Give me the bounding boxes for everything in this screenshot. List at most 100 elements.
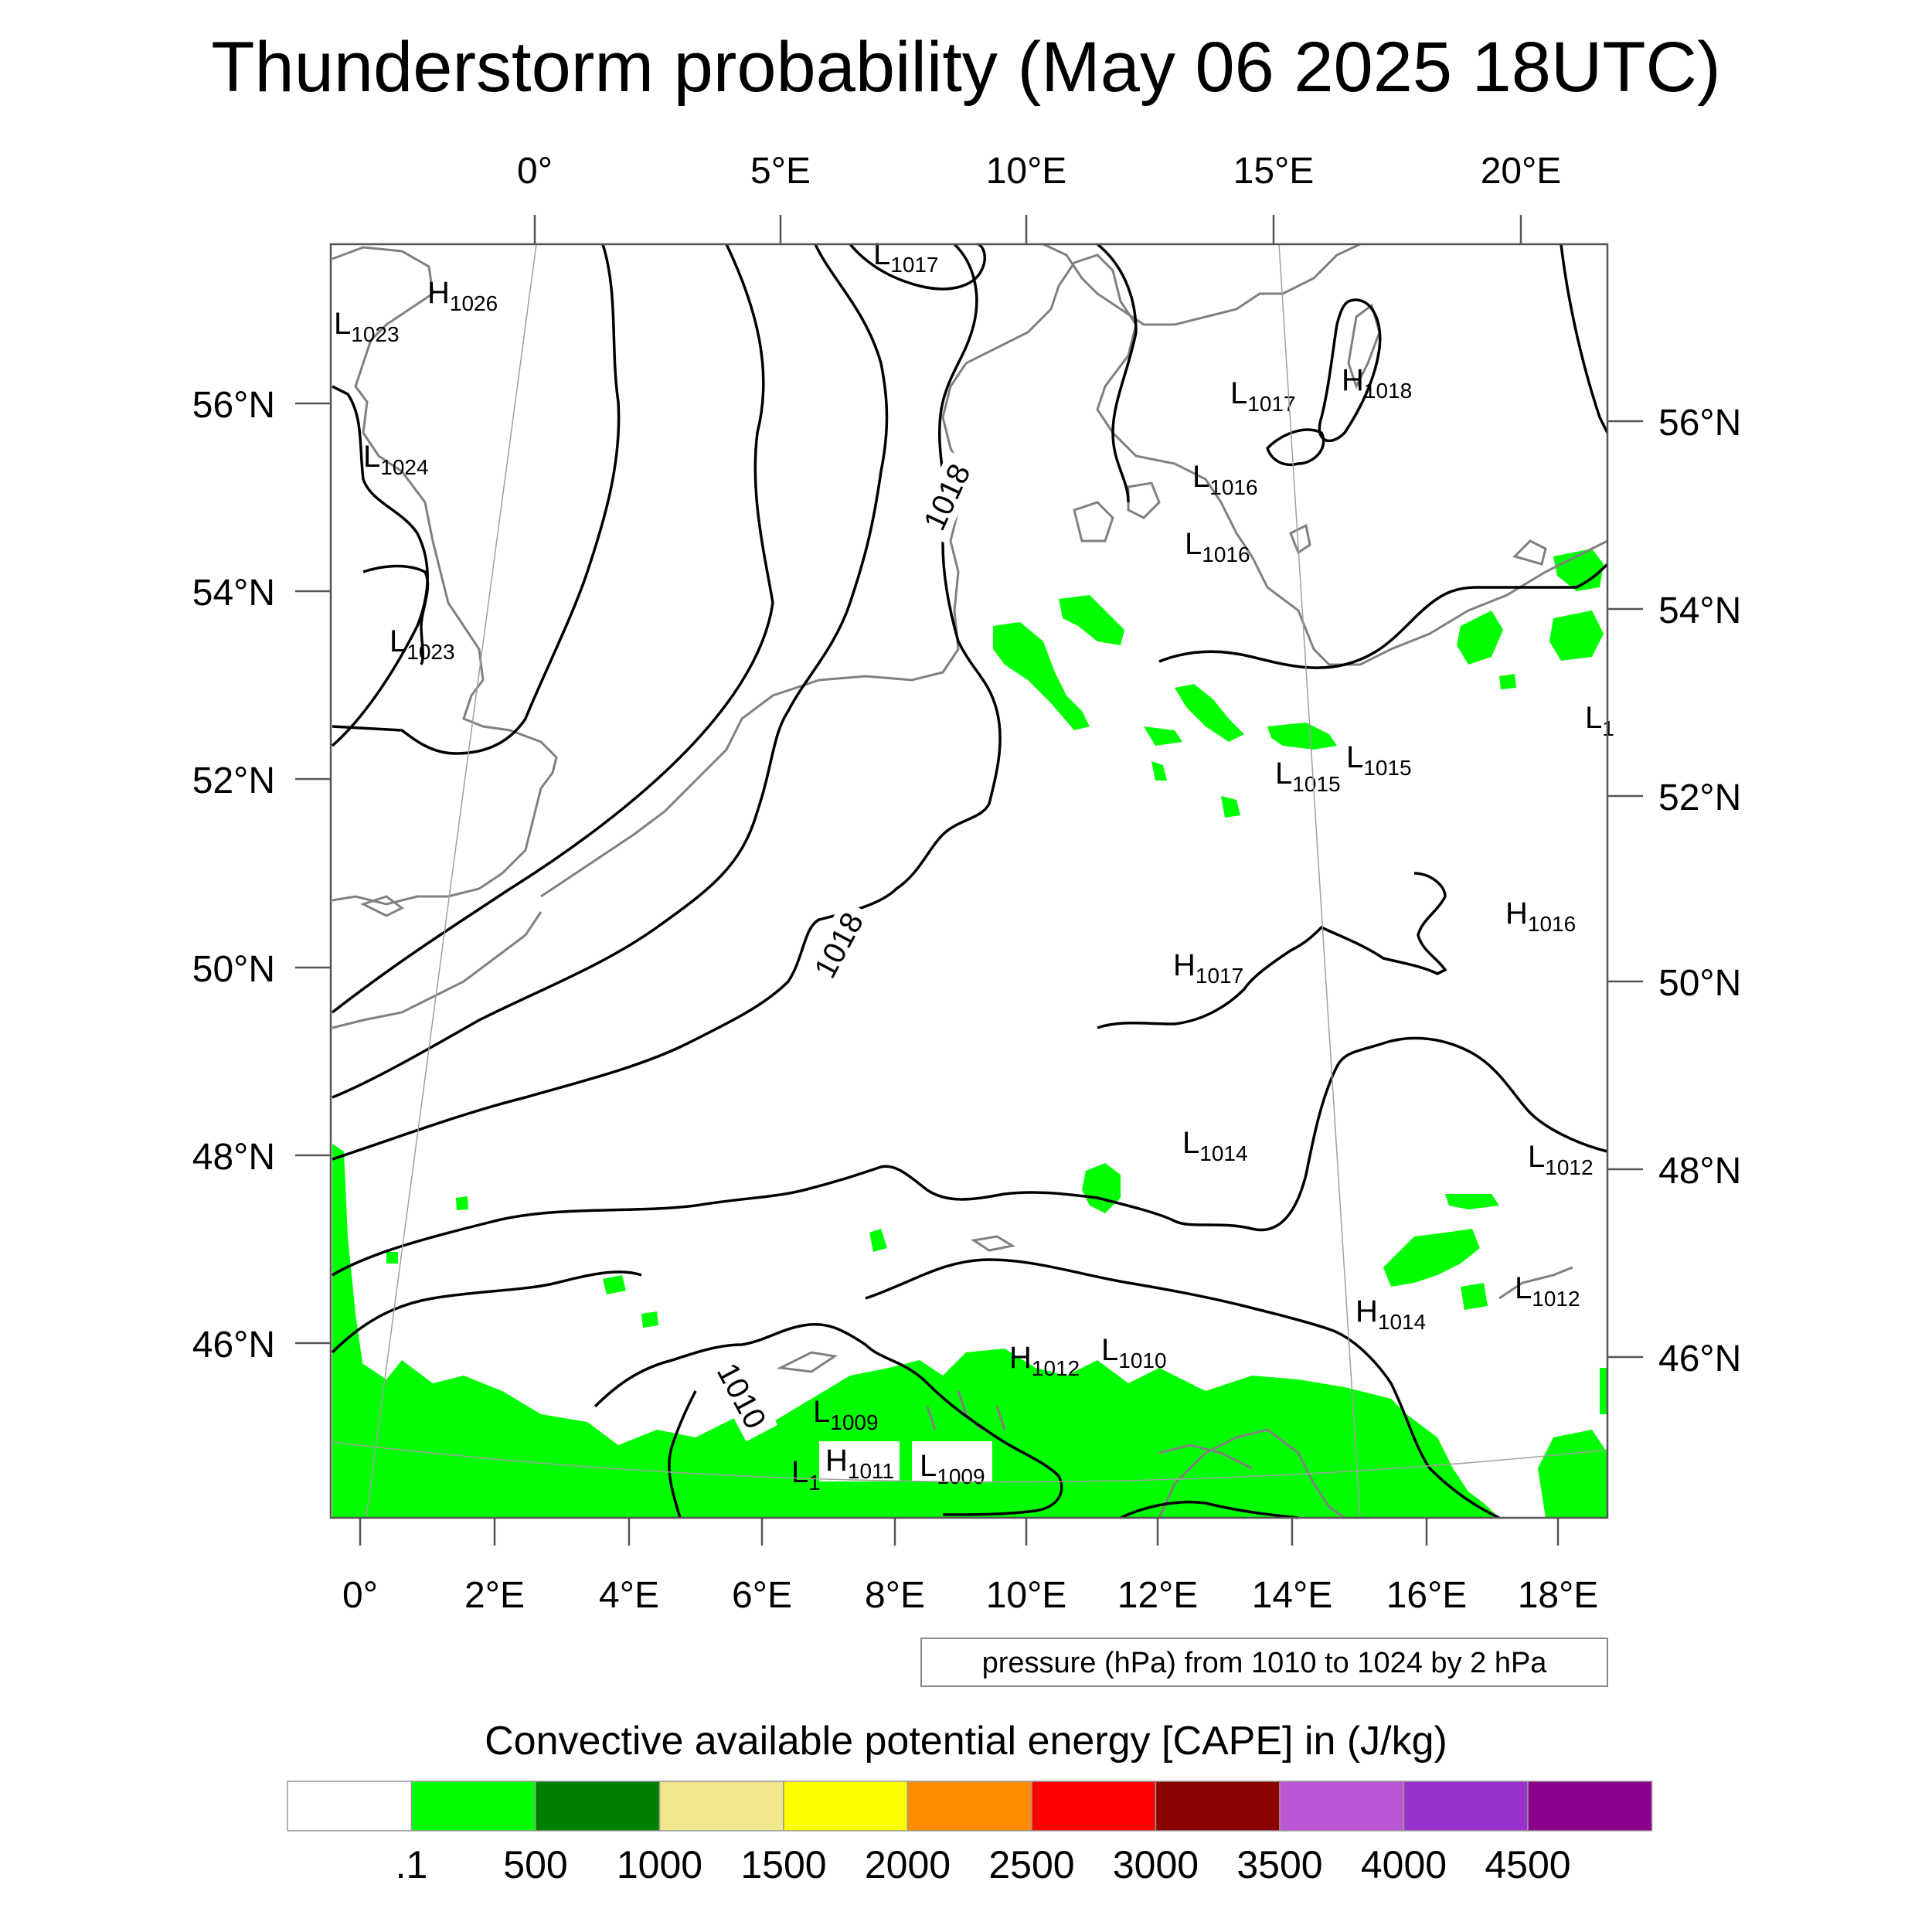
cape-area-baltic-1 xyxy=(1553,549,1604,591)
lat-tick-label: 48°N xyxy=(1658,1151,1741,1192)
pressure-center-label: L1024 xyxy=(363,440,429,479)
cape-area-denmark-south xyxy=(1059,595,1124,645)
colorbar-label: 4500 xyxy=(1485,1843,1570,1886)
colorbar-title: Convective available potential energy [C… xyxy=(485,1719,1447,1764)
isobar-alps-west-tail xyxy=(668,1390,697,1519)
isobar-alps-inner xyxy=(594,1323,1063,1516)
map-area: L1017 H1026 L1023 L1024 L1023 L1017 H101… xyxy=(329,237,1614,1519)
cape-area-west-coast xyxy=(332,1144,363,1376)
cape-area-south xyxy=(332,1349,1499,1518)
info-box: pressure (hPa) from 1010 to 1024 by 2 hP… xyxy=(920,1638,1608,1687)
isobar-west-south xyxy=(331,385,429,747)
isobar-south-alps xyxy=(331,1270,642,1354)
colorbar-label: .1 xyxy=(396,1843,428,1886)
cape-area-north-germany xyxy=(993,622,1090,730)
cape-area-poland-5 xyxy=(1221,796,1240,818)
coastline-sweden xyxy=(1043,243,1361,326)
coastline-oland xyxy=(1289,523,1311,555)
pressure-center-label: H1012 xyxy=(1009,1341,1080,1380)
lat-tick-label: 50°N xyxy=(1658,963,1741,1004)
cape-area-hungary xyxy=(1383,1229,1480,1287)
right-lat-axis xyxy=(1607,420,1643,1359)
colorbar-label: 3000 xyxy=(1113,1843,1199,1886)
info-box-text: pressure (hPa) from 1010 to 1024 by 2 hP… xyxy=(982,1647,1548,1679)
isobar-east-bay xyxy=(1097,872,1447,1029)
pressure-center-label: L1009 xyxy=(920,1449,985,1488)
isobars xyxy=(331,243,1609,1519)
colorbar-swatch xyxy=(1527,1781,1653,1832)
lat-tick-label: 56°N xyxy=(192,385,275,426)
lon-tick-label: 4°E xyxy=(599,1575,659,1616)
colorbar-labels: .1 500 1000 1500 2000 2500 3000 3500 4000 4500 xyxy=(396,1843,1571,1886)
pressure-center-label: L1015 xyxy=(1346,740,1412,780)
label-mask xyxy=(912,451,981,543)
pressure-center-label: H1018 xyxy=(1342,363,1412,403)
lon-tick-label: 20°E xyxy=(1481,151,1562,192)
meridian-15 xyxy=(1278,243,1361,1519)
pressure-center-label: L1 xyxy=(791,1455,821,1495)
coastline-venice xyxy=(1158,1444,1253,1470)
isobar-top-small xyxy=(849,243,986,291)
lon-tick-label: 10°E xyxy=(986,151,1067,192)
lon-tick-label: 15°E xyxy=(1233,151,1315,192)
graticule xyxy=(332,243,1608,1519)
isobar-east-small xyxy=(1120,1500,1299,1519)
lat-tick-label: 50°N xyxy=(192,949,275,990)
coastlines xyxy=(332,243,1608,1519)
colorbar-swatch xyxy=(1403,1781,1529,1832)
lat-tick-label: 54°N xyxy=(192,573,275,614)
lon-tick-label: 6°E xyxy=(732,1575,792,1616)
cape-area-france-3 xyxy=(386,1252,398,1264)
colorbar-swatch xyxy=(1155,1781,1281,1832)
map-frame xyxy=(329,243,1609,1519)
colorbar-swatch xyxy=(658,1781,784,1832)
coastline-baltic-islands xyxy=(1512,539,1547,566)
pressure-center-labels: L1017 H1026 L1023 L1024 L1023 L1017 H101… xyxy=(334,237,1614,1495)
cape-area-poland-4 xyxy=(1151,761,1167,781)
pressure-center-label: L1017 xyxy=(873,237,939,277)
map-background xyxy=(331,244,1607,1518)
bottom-lon-axis xyxy=(359,1518,1560,1546)
coastline-france-north xyxy=(332,911,543,1029)
lon-tick-label: 12°E xyxy=(1117,1575,1199,1616)
coastline-lake-geneva xyxy=(776,1351,838,1373)
lon-tick-label: 16°E xyxy=(1386,1575,1468,1616)
isobar-gotland-ring xyxy=(1318,298,1382,442)
isobar-north-baltic xyxy=(1096,243,1138,503)
pressure-center-label: H1016 xyxy=(1505,896,1576,936)
isobar-1020-west xyxy=(331,243,774,1014)
label-mask xyxy=(706,1349,778,1442)
coastline-isle-wight xyxy=(360,895,404,917)
lon-tick-label: 14°E xyxy=(1252,1575,1333,1616)
colorbar-swatch xyxy=(535,1781,661,1832)
cape-area-poland-1 xyxy=(1175,684,1244,742)
label-mask xyxy=(819,1441,900,1481)
left-lat-labels: 56°N 54°N 52°N 50°N 48°N 46°N xyxy=(192,385,275,1366)
cape-area-swiss xyxy=(869,1229,887,1252)
colorbar-label: 4000 xyxy=(1361,1843,1447,1886)
pressure-center-label: L1014 xyxy=(1182,1126,1248,1165)
cape-area-france-4 xyxy=(456,1196,468,1210)
cape-area-hungary-2 xyxy=(1461,1283,1488,1310)
cape-area-baltic-2 xyxy=(1457,611,1503,665)
isobar-great-britain xyxy=(362,564,430,665)
lat-tick-label: 52°N xyxy=(192,760,275,801)
chart-title: Thunderstorm probability (May 06 2025 18… xyxy=(211,28,1720,107)
cape-area-baltic-3 xyxy=(1549,611,1604,661)
coastline-denmark-islands xyxy=(1073,481,1161,543)
colorbar-swatch xyxy=(410,1781,536,1832)
lat-tick-label: 48°N xyxy=(192,1137,275,1178)
coastline-netherlands-germany xyxy=(540,253,1608,898)
lon-tick-label: 0° xyxy=(517,151,553,192)
colorbar-label: 3500 xyxy=(1236,1843,1322,1886)
isobar-1016-central xyxy=(865,1258,1500,1519)
isobar-1017-south xyxy=(332,1036,1608,1277)
label-mask xyxy=(802,899,875,992)
colorbar-swatch xyxy=(906,1781,1032,1832)
pressure-center-label: L1012 xyxy=(1515,1271,1580,1311)
cape-area-france-2 xyxy=(641,1311,658,1328)
pressure-center-label: L1023 xyxy=(334,307,400,346)
pressure-center-label: L1 xyxy=(1585,701,1614,740)
colorbar-label: 1000 xyxy=(617,1843,702,1886)
